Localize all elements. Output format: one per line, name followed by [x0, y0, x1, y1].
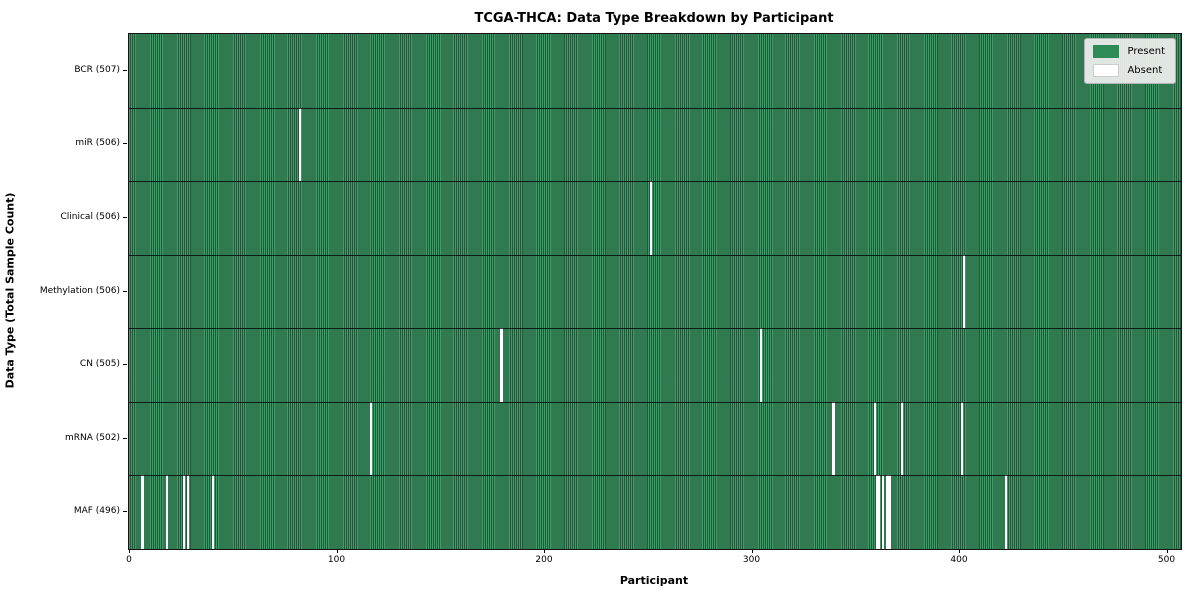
row-divider [129, 107, 1181, 109]
y-axis-tick [123, 216, 127, 218]
x-axis-tick [336, 549, 338, 553]
x-axis-tick [1166, 549, 1168, 553]
x-axis-tick [959, 549, 960, 553]
y-axis-category-label: miR (506) [75, 138, 120, 149]
absent-cell [875, 475, 879, 549]
y-axis-category-label: Clinical (506) [60, 211, 120, 222]
chart-title: TCGA-THCA: Data Type Breakdown by Partic… [474, 11, 834, 26]
absent-cell [500, 328, 503, 402]
x-axis-title: Participant [619, 574, 689, 587]
absent-cell [759, 328, 762, 402]
legend-label-absent: Absent [1127, 65, 1163, 76]
absent-cell [963, 254, 966, 329]
y-axis-tick [123, 143, 127, 145]
x-axis-tick-label: 400 [950, 555, 968, 565]
y-axis-tick [123, 290, 127, 292]
plot-area [128, 33, 1182, 550]
y-axis-tick [123, 364, 127, 366]
absent-cell [141, 475, 144, 549]
y-axis-category-label: Methylation (506) [39, 285, 120, 296]
legend-swatch-present-icon [1093, 45, 1120, 58]
x-axis-tick-label: 500 [1157, 555, 1176, 565]
absent-cell [832, 401, 835, 476]
absent-cell [649, 181, 652, 255]
absent-cell [873, 401, 876, 476]
legend-entry-present: Present [1093, 45, 1165, 58]
absent-cell [299, 107, 302, 182]
legend-swatch-absent-icon [1093, 64, 1120, 77]
absent-cell [1004, 475, 1007, 549]
x-axis-tick-label: 200 [535, 555, 553, 565]
legend-entry-absent: Absent [1093, 64, 1165, 77]
legend-label-present: Present [1127, 46, 1165, 57]
y-axis-category-label: BCR (507) [74, 64, 120, 75]
absent-cell [166, 475, 169, 549]
row-divider [129, 328, 1181, 330]
absent-cell [900, 401, 903, 476]
y-axis-category-label: mRNA (502) [65, 432, 120, 443]
x-axis-tick-label: 100 [327, 555, 346, 565]
y-axis-tick [123, 511, 127, 513]
absent-cell [882, 475, 885, 549]
y-axis-category-label: MAF (496) [73, 506, 120, 517]
legend: Present Absent [1084, 38, 1176, 84]
x-axis-tick [544, 549, 545, 553]
absent-cell [961, 401, 964, 476]
x-axis-tick [751, 549, 753, 553]
x-axis-tick-label: 300 [742, 555, 761, 565]
row-divider [129, 401, 1181, 403]
row-divider [129, 181, 1181, 183]
row-divider [129, 254, 1181, 256]
x-axis-tick [129, 549, 130, 553]
y-axis-category-label: CN (505) [79, 359, 120, 370]
absent-cell [886, 475, 889, 549]
absent-cell [182, 475, 186, 549]
absent-cell [212, 475, 215, 549]
x-axis-tick-label: 0 [126, 555, 132, 565]
absent-cell [187, 475, 190, 549]
absent-cell [878, 475, 881, 549]
y-axis-tick [123, 437, 127, 439]
y-axis-tick [123, 69, 127, 71]
row-divider [129, 475, 1181, 477]
absent-cell [369, 401, 372, 476]
absent-cell [888, 475, 891, 549]
